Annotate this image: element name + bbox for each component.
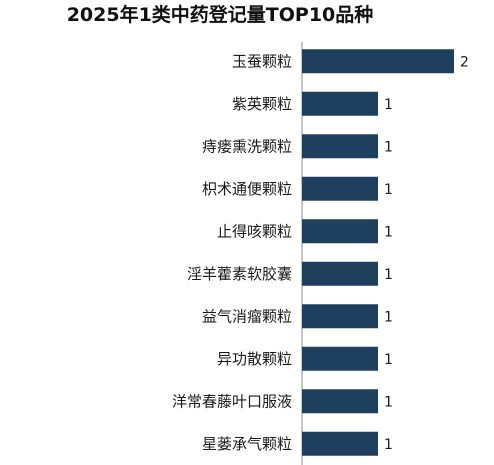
- bar: [302, 177, 378, 201]
- value-label: 1: [384, 182, 393, 198]
- category-label: 洋常春藤叶口服液: [172, 392, 292, 410]
- value-label: 1: [384, 139, 393, 155]
- category-label: 痔瘘熏洗颗粒: [202, 137, 292, 155]
- bar: [302, 304, 378, 328]
- category-label: 止得咳颗粒: [217, 222, 292, 240]
- value-label: 1: [384, 352, 393, 368]
- bar: [302, 432, 378, 456]
- category-label: 玉蚕颗粒: [232, 52, 292, 70]
- bar: [302, 49, 454, 73]
- value-label: 1: [384, 97, 393, 113]
- value-label: 1: [384, 437, 393, 453]
- value-label: 1: [384, 267, 393, 283]
- bar: [302, 134, 378, 158]
- category-label: 益气消瘤颗粒: [202, 307, 292, 325]
- value-label: 1: [384, 394, 393, 410]
- category-label: 星蒌承气颗粒: [202, 435, 292, 453]
- category-label: 枳术通便颗粒: [202, 180, 292, 198]
- category-label: 异功散颗粒: [217, 350, 292, 368]
- value-label: 1: [384, 309, 393, 325]
- bar: [302, 92, 378, 116]
- bar: [302, 389, 378, 413]
- bar: [302, 347, 378, 371]
- value-label: 2: [460, 54, 469, 70]
- bar: [302, 219, 378, 243]
- category-label: 紫英颗粒: [232, 95, 292, 113]
- bar: [302, 262, 378, 286]
- category-label: 淫羊藿素软胶囊: [187, 265, 292, 283]
- value-label: 1: [384, 224, 393, 240]
